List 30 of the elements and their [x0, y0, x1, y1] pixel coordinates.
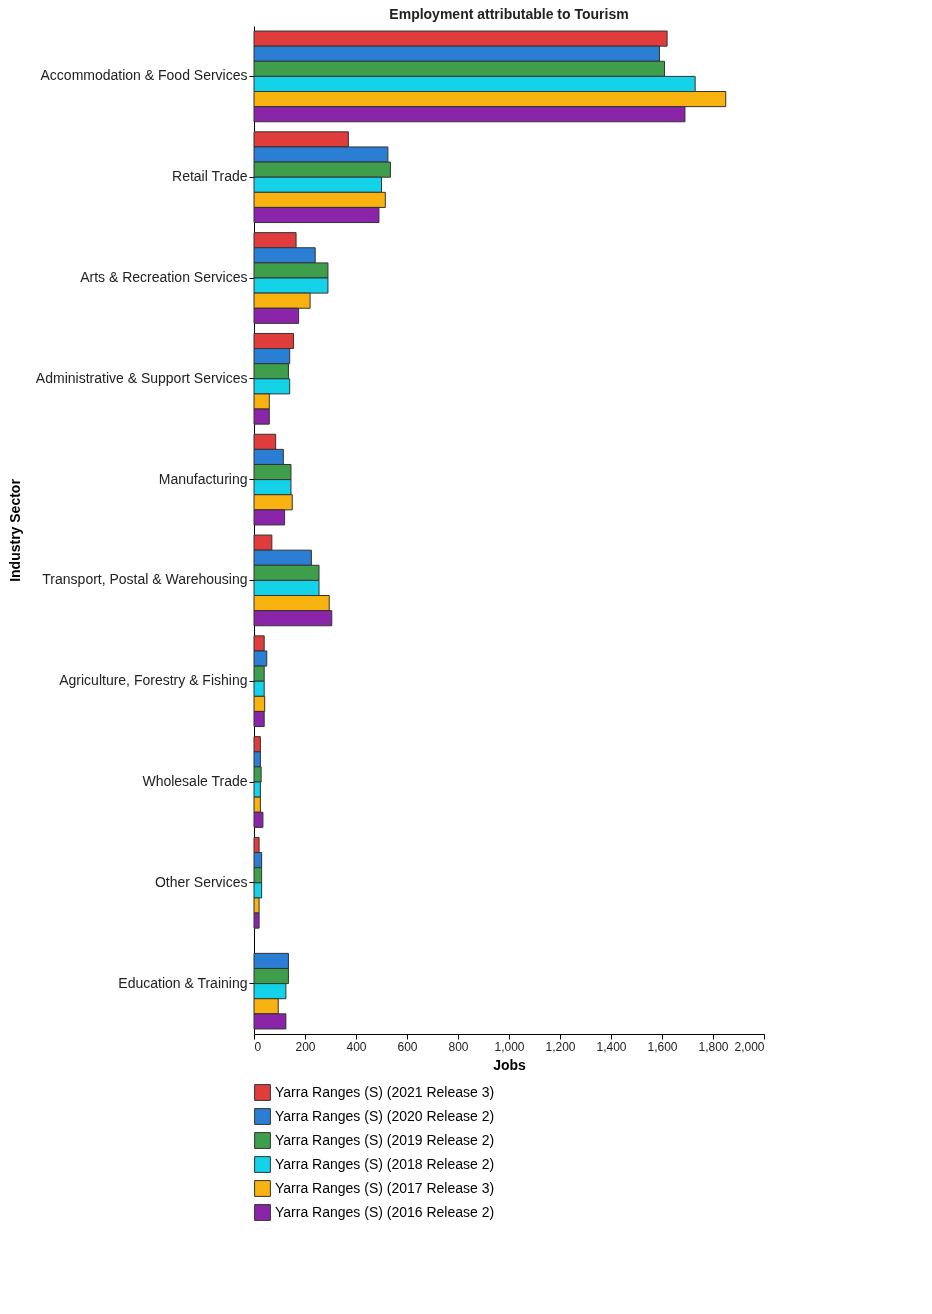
y-tick-label: Manufacturing — [158, 470, 248, 487]
x-tick-label: 200 — [295, 1039, 316, 1054]
chart-title: Employment attributable to Tourism — [389, 6, 629, 22]
x-tick-label: 2,000 — [734, 1039, 765, 1054]
x-axis-title: Jobs — [493, 1056, 527, 1073]
y-tick-label: Education & Training — [118, 974, 248, 991]
y-tick-label: Wholesale Trade — [142, 773, 248, 789]
legend-label: Yarra Ranges (S) (2016 Release 2) — [275, 1203, 495, 1220]
y-tick-label: Accommodation & Food Services — [40, 67, 248, 84]
x-tick-label: 400 — [346, 1039, 367, 1054]
x-tick-label: 800 — [448, 1039, 469, 1054]
legend-label: Yarra Ranges (S) (2018 Release 2) — [275, 1155, 495, 1172]
y-tick-label: Agriculture, Forestry & Fishing — [59, 672, 248, 689]
x-tick-label: 1,400 — [596, 1039, 627, 1054]
y-tick-label: Arts & Recreation Services — [80, 269, 248, 285]
x-tick-label: 0 — [254, 1039, 262, 1054]
legend-label: Yarra Ranges (S) (2020 Release 2) — [275, 1107, 495, 1124]
y-tick-label: Administrative & Support Services — [35, 369, 248, 386]
legend-label: Yarra Ranges (S) (2019 Release 2) — [275, 1131, 495, 1148]
legend-label: Yarra Ranges (S) (2021 Release 3) — [275, 1083, 495, 1100]
x-tick-label: 1,800 — [698, 1039, 729, 1054]
x-tick-label: 1,000 — [494, 1039, 525, 1054]
legend-label: Yarra Ranges (S) (2017 Release 3) — [275, 1179, 495, 1196]
y-tick-label: Other Services — [154, 873, 248, 890]
x-tick-label: 1,600 — [647, 1039, 678, 1054]
x-tick-label: 600 — [397, 1039, 418, 1054]
y-tick-label: Transport, Postal & Warehousing — [42, 571, 248, 588]
y-axis-title: Industry Sector — [6, 478, 23, 582]
y-tick-label: Retail Trade — [172, 168, 248, 185]
x-tick-label: 1,200 — [545, 1039, 576, 1054]
